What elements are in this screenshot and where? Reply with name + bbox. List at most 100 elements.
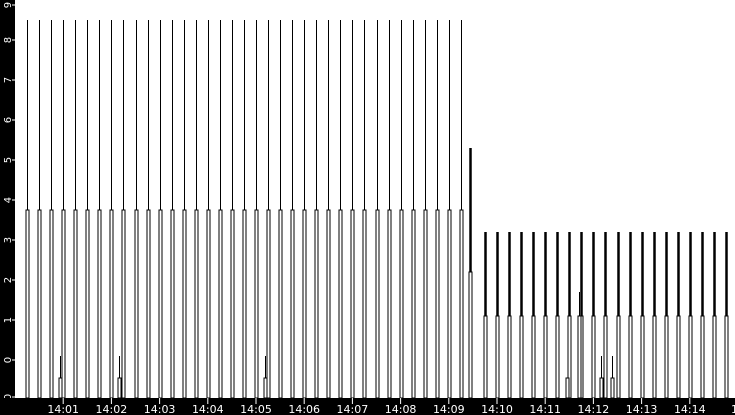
spike-shoulder [555, 315, 560, 399]
spike-shoulder [146, 209, 151, 399]
spike [495, 232, 500, 399]
spike-shoulder [483, 315, 488, 399]
y-axis-band [0, 0, 15, 415]
spike [519, 232, 524, 399]
x-tick-label: 14:10 [481, 403, 513, 415]
spike-shoulder [411, 209, 416, 399]
spike-shoulder [263, 377, 268, 399]
spike-shoulder [375, 209, 380, 399]
spike-shoulder [724, 315, 729, 399]
spike-shoulder [459, 209, 464, 399]
x-tick-label: 14:11 [529, 403, 561, 415]
spike-shoulder [712, 315, 717, 399]
x-axis: 14:01 14:02 14:03 14:04 14:05 14:06 14:07 14:08… [0, 398, 735, 415]
spike-shoulder [61, 209, 66, 399]
x-tick-label: 14:14 [674, 403, 706, 415]
spike-shoulder [338, 209, 343, 399]
spike [483, 232, 488, 399]
y-tick-label: 0 [3, 394, 14, 400]
spike-shoulder [266, 209, 271, 399]
spike-shoulder [85, 209, 90, 399]
spike-shoulder [628, 315, 633, 399]
spike [565, 377, 570, 399]
spike-shoulder [577, 315, 582, 399]
y-tick-label: 4 [3, 197, 14, 203]
spike-shoulder [182, 209, 187, 399]
y-tick-label: 3 [3, 237, 14, 243]
spike [567, 232, 572, 399]
spike-shoulder [435, 209, 440, 399]
spike-shoulder [399, 209, 404, 399]
spike-shoulder [423, 209, 428, 399]
spike-shoulder [507, 315, 512, 399]
y-tick-label: 6 [3, 117, 14, 123]
spike [507, 232, 512, 399]
spike-shoulder [688, 315, 693, 399]
spike [712, 232, 717, 399]
spike-shoulder [170, 209, 175, 399]
spike [676, 232, 681, 399]
spike-shoulder [652, 315, 657, 399]
spike-shoulder [194, 209, 199, 399]
x-axis-band [0, 398, 735, 415]
spike-shoulder [610, 377, 615, 399]
spike [543, 232, 548, 399]
spike-shoulder [326, 209, 331, 399]
spike [555, 232, 560, 399]
spike-shoulder [37, 209, 42, 399]
x-tick-label: 14:01 [47, 403, 79, 415]
y-tick-label: 7 [3, 77, 14, 83]
spike-shoulder [599, 377, 604, 399]
spike-shoulder [25, 209, 30, 399]
x-tick-label: 14:03 [144, 403, 176, 415]
spike-shoulder [495, 315, 500, 399]
spike-shoulder [468, 271, 473, 399]
spike-shoulder [565, 377, 570, 399]
spike-shoulder [362, 209, 367, 399]
x-tick-label: 14:08 [385, 403, 417, 415]
spike [664, 232, 669, 399]
spike-shoulder [97, 209, 102, 399]
y-axis: 9 8 7 6 5 4 3 2 1 0 0 [0, 0, 15, 415]
spike-shoulder [254, 209, 259, 399]
spike [652, 232, 657, 399]
spike [616, 232, 621, 399]
spike-shoulder [700, 315, 705, 399]
spike-shoulder [543, 315, 548, 399]
spike-shoulder [290, 209, 295, 399]
spike-shoulder [447, 209, 452, 399]
y-tick-label: 5 [3, 157, 14, 163]
spike [640, 232, 645, 399]
spike-shoulder [387, 209, 392, 399]
spike-shoulder [616, 315, 621, 399]
x-tick-label: 14 [731, 403, 735, 415]
spike-shoulder [49, 209, 54, 399]
spike [700, 232, 705, 399]
spike [688, 232, 693, 399]
y-tick-label: 9 [3, 2, 14, 8]
spike [628, 232, 633, 399]
spike [468, 148, 473, 399]
y-tick-label: 8 [3, 37, 14, 43]
spike-shoulder [350, 209, 355, 399]
spike-shoulder [218, 209, 223, 399]
spike-shoulder [109, 209, 114, 399]
spike-shoulder [664, 315, 669, 399]
spike-shoulder [158, 209, 163, 399]
spike [531, 232, 536, 399]
x-tick-label: 14:06 [288, 403, 320, 415]
y-tick-label: 1 [3, 317, 14, 323]
x-tick-label: 14:05 [240, 403, 272, 415]
spike-shoulder [531, 315, 536, 399]
spike-shoulder [58, 377, 63, 399]
spike-shoulder [603, 315, 608, 399]
x-tick-label: 14:12 [578, 403, 610, 415]
y-tick-label: 2 [3, 277, 14, 283]
spike-shoulder [676, 315, 681, 399]
spike-shoulder [640, 315, 645, 399]
spike [591, 232, 596, 399]
spike-shoulder [73, 209, 78, 399]
spike-shoulder [206, 209, 211, 399]
